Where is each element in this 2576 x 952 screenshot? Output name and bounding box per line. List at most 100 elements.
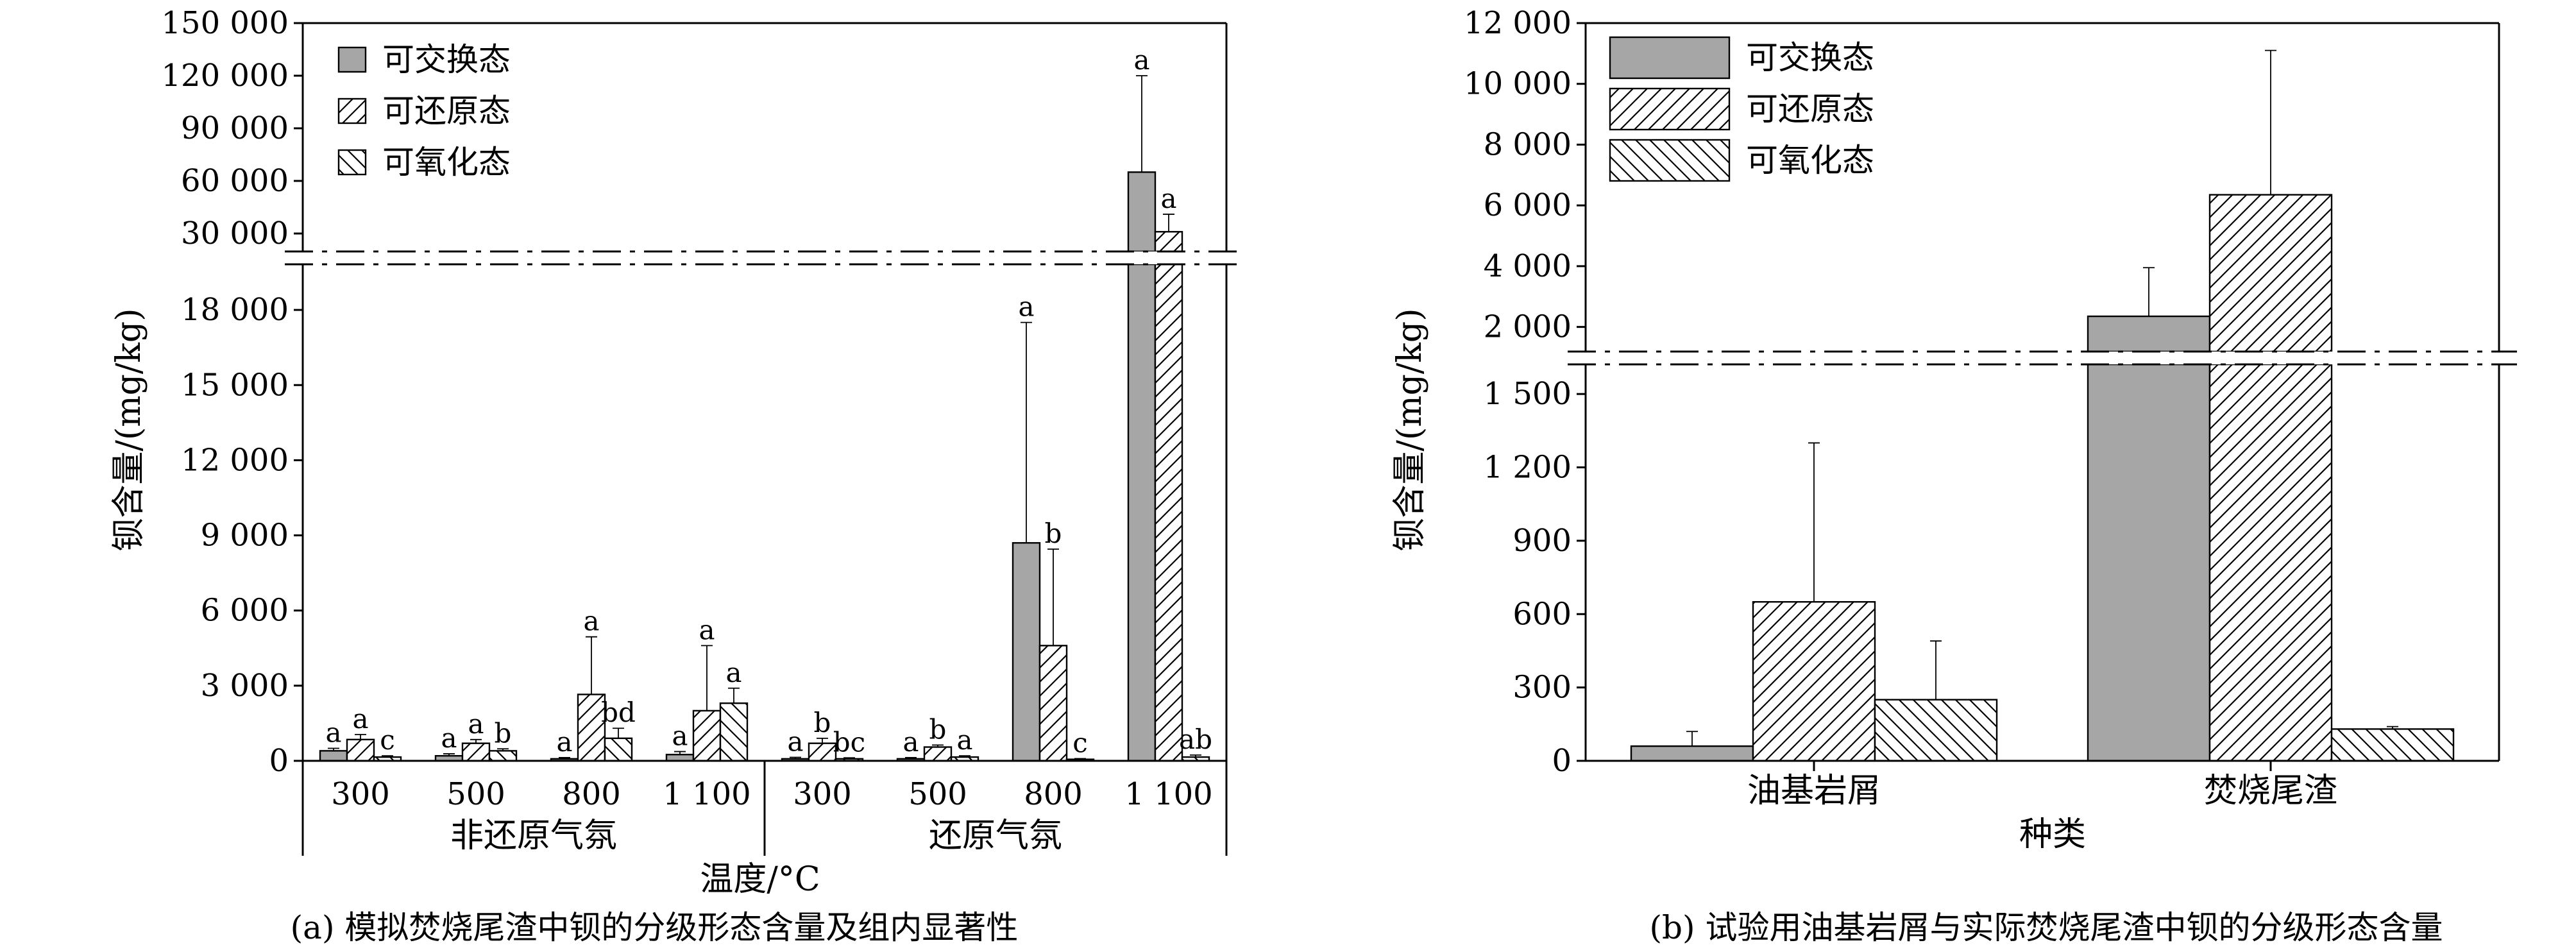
significance-label: bd <box>601 697 636 728</box>
bar-可交换态-1-upper <box>2087 315 2211 353</box>
bar-可氧化态-1 <box>488 750 518 762</box>
bar-可还原态-4 <box>808 742 837 762</box>
y-tick-label: 12 000 <box>181 442 289 478</box>
significance-label: a <box>956 724 972 756</box>
significance-label: b <box>1045 518 1062 549</box>
y-tick-label: 15 000 <box>181 367 289 403</box>
y-tick-label: 12 000 <box>1464 5 1572 41</box>
x-axis-label-a: 温度/°C <box>700 860 820 899</box>
y-tick-label: 2 000 <box>1484 309 1572 345</box>
y-ticks-b: 0 300 600 900 1 200 1 500 2 000 4 000 6 000 8 000… <box>1464 5 1586 779</box>
legend-label-2: 可氧化态 <box>382 144 511 181</box>
axis-break-gap <box>1560 352 2525 364</box>
legend-label-2: 可氧化态 <box>1746 142 1874 179</box>
x-tick-label: 焚烧尾渣 <box>2204 772 2337 810</box>
bar-可还原态-7-lower <box>1154 263 1183 762</box>
bar-可交换态-0 <box>1630 745 1754 762</box>
legend-label-1: 可还原态 <box>382 92 511 130</box>
significance-label: a <box>672 720 688 752</box>
y-tick-label: 4 000 <box>1484 248 1572 284</box>
x-tick-label: 油基岩屑 <box>1747 772 1881 810</box>
significance-label: a <box>325 717 341 748</box>
x-tick-label: 1 100 <box>1124 776 1212 812</box>
chart-panel-b: 0 300 600 900 1 200 1 500 2 000 4 000 6 000 8 000… <box>1391 5 2525 946</box>
x-tick-label: 800 <box>1024 776 1083 812</box>
bar-可交换态-6 <box>1012 542 1041 762</box>
significance-label: b <box>929 713 947 745</box>
bar-可交换态-0 <box>319 750 348 762</box>
y-tick-label: 600 <box>1513 596 1572 632</box>
bar-可还原态-2 <box>577 693 606 762</box>
x-tick-label: 500 <box>908 776 967 812</box>
y-tick-label: 1 500 <box>1484 376 1572 412</box>
y-ticks-a: 0 3 000 6 000 9 000 12 000 15 000 18 000 30 000… <box>162 5 303 779</box>
bar-可还原态-0 <box>346 738 375 762</box>
y-tick-label: 150 000 <box>162 5 289 41</box>
legend-label-1: 可还原态 <box>1746 90 1874 128</box>
y-tick-label: 10 000 <box>1464 66 1572 102</box>
caption-b: (b) 试验用油基岩屑与实际焚烧尾渣中钡的分级形态含量 <box>1650 909 2443 946</box>
bar-可还原态-6 <box>1038 645 1068 762</box>
significance-label: ab <box>1179 724 1212 755</box>
significance-label: a <box>787 726 803 758</box>
significance-label: a <box>1160 183 1176 214</box>
y-tick-label: 60 000 <box>181 163 289 199</box>
x-tick-label: 500 <box>446 776 505 812</box>
y-tick-label: 3 000 <box>201 668 289 704</box>
group-label-1: 还原气氛 <box>929 817 1062 855</box>
significance-label: c <box>1072 727 1088 758</box>
legend-swatch-0 <box>337 46 367 73</box>
significance-label: b <box>495 717 512 749</box>
legend-label-0: 可交换态 <box>382 41 511 78</box>
x-tick-label: 1 100 <box>663 776 750 812</box>
x-tick-label: 300 <box>331 776 390 812</box>
y-tick-label: 8 000 <box>1484 126 1572 162</box>
bar-可还原态-1-upper <box>2208 194 2333 353</box>
x-axis-label-b: 种类 <box>2019 815 2086 854</box>
legend-swatch-2 <box>337 149 367 176</box>
y-tick-label: 0 <box>1552 743 1572 779</box>
x-axis-a: 300 500 800 1 100 300 500 800 1 100 非还原气氛 还原气氛 <box>301 761 1228 856</box>
x-tick-label: 800 <box>562 776 621 812</box>
significance-label: c <box>380 724 395 756</box>
bar-可还原态-5 <box>923 746 953 762</box>
y-tick-label: 6 000 <box>1484 187 1572 223</box>
y-axis-label-a: 钡含量/(mg/kg) <box>110 308 148 551</box>
y-tick-label: 18 000 <box>181 292 289 328</box>
legend-swatch-0 <box>1609 36 1731 80</box>
significance-label: a <box>725 657 741 688</box>
y-tick-label: 30 000 <box>181 216 289 251</box>
y-tick-label: 1 200 <box>1484 450 1572 486</box>
bar-可还原态-7-upper <box>1154 231 1183 253</box>
significance-label: a <box>583 606 599 637</box>
y-tick-label: 6 000 <box>201 593 289 629</box>
bar-可氧化态-0 <box>1874 699 1998 762</box>
significance-label: bc <box>833 726 865 758</box>
y-tick-label: 300 <box>1513 670 1572 706</box>
bar-可氧化态-1 <box>2330 728 2455 762</box>
bar-可交换态-1-lower <box>2087 363 2211 762</box>
significance-label: a <box>441 722 457 754</box>
bar-可交换态-7-lower <box>1127 263 1157 762</box>
legend-swatch-1 <box>337 98 367 124</box>
significance-label: a <box>468 708 484 740</box>
x-tick-label: 300 <box>793 776 852 812</box>
bar-可还原态-3 <box>692 710 722 762</box>
y-tick-label: 9 000 <box>201 518 289 554</box>
significance-label: a <box>352 703 368 735</box>
significance-label: a <box>699 614 715 645</box>
bar-可还原态-0 <box>1752 601 1876 762</box>
y-tick-label: 0 <box>269 743 289 779</box>
group-label-0: 非还原气氛 <box>450 817 617 855</box>
legend-swatch-2 <box>1609 139 1731 182</box>
bar-可交换态-7-upper <box>1127 171 1157 253</box>
axis-break-gap <box>277 251 1252 264</box>
bar-可还原态-1 <box>461 742 491 762</box>
legend-label-0: 可交换态 <box>1746 39 1874 76</box>
axes-frame-b <box>1560 22 2525 762</box>
significance-label: a <box>1018 291 1034 323</box>
